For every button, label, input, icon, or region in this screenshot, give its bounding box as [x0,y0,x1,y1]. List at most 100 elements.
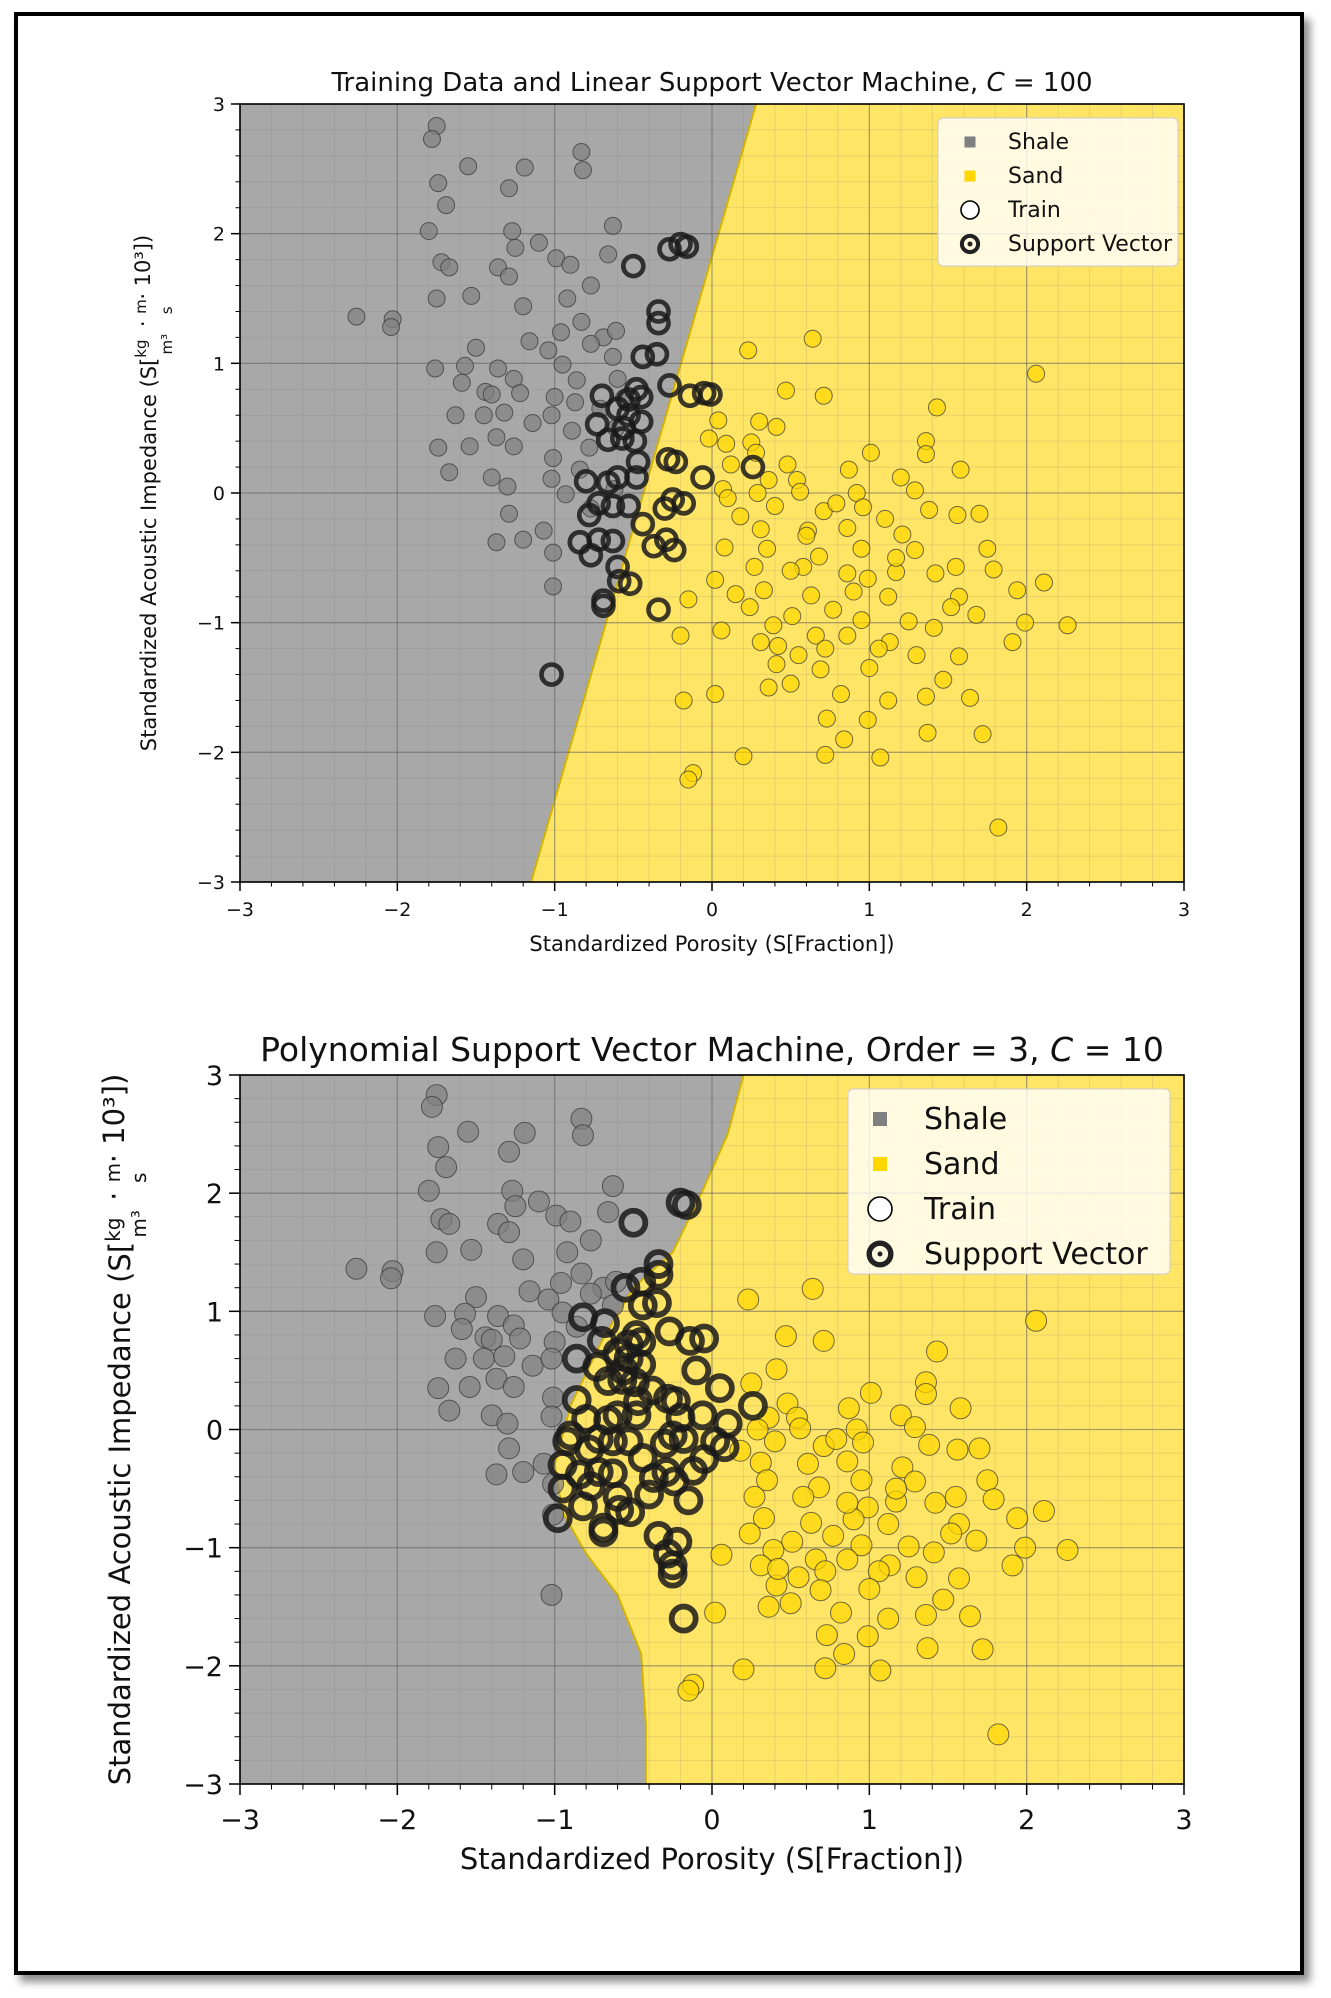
sand-point [814,1560,837,1583]
shale-point [571,1124,594,1147]
shale-point [496,1412,519,1435]
sand-point [871,748,890,767]
x-tick-label: −1 [541,899,569,921]
sand-point [756,1469,779,1492]
support-vector-point [625,449,651,475]
support-vector-point [637,1375,668,1406]
shale-point [424,1305,447,1328]
y-axis-label-part: · 10³]) [131,235,155,307]
support-vector-point [568,1491,598,1522]
support-vector-point [649,1428,680,1459]
sand-point [859,1381,882,1404]
y-axis-label-part: kg [101,1218,125,1242]
x-tick-label: 3 [1178,899,1190,921]
sand-point [764,616,783,635]
sand-point [879,691,898,710]
legend-label: Sand [924,1147,999,1182]
figure-frame: −3 −2 −1 0 1 2 3 −3 −2 −1 0 1 2 3 Training Data and Li… [14,12,1304,1975]
shale-point [561,255,580,274]
support-vector-point [646,597,671,623]
sand-point [738,1522,761,1545]
sand-point [942,598,961,617]
support-vector-point [630,344,656,370]
shale-point [579,1229,602,1252]
sand-point [1003,633,1022,652]
shale-point [429,174,448,193]
sand-point [940,1522,963,1545]
legend-sand-marker [964,170,976,182]
sand-point [816,745,835,764]
legend: Shale Sand Train Support Vector [937,117,1179,267]
sand-point [715,538,734,557]
legend-support-vector-marker [866,1240,894,1268]
sand-point [858,710,877,729]
sand-point [717,434,736,453]
sand-point [858,1578,881,1601]
shale-point [500,504,519,523]
shale-point [580,438,599,457]
legend-label: Support Vector [924,1237,1148,1272]
support-vector-point [576,502,602,528]
sand-point [1008,581,1027,600]
sand-point [835,730,854,749]
support-vector-point [674,234,700,259]
shale-point [520,332,539,351]
sand-point [825,1427,848,1450]
x-axis-label: Standardized Porosity (S[Fraction]) [460,1842,964,1876]
sand-point [743,1485,766,1508]
y-axis-label-part: Standardized Acoustic Impedance (S[ [137,358,161,752]
legend: Shale Sand Train Support Vector [847,1088,1171,1275]
support-vector-point [738,1390,768,1421]
sand-point [732,1658,755,1681]
sand-point [758,539,777,558]
sand-point [827,494,846,513]
sand-point [787,1566,810,1589]
support-vector-point [690,465,715,490]
support-vector-point [657,1558,688,1589]
sand-point [1014,1536,1037,1559]
sand-point [752,1507,775,1530]
sand-point [800,1511,823,1534]
sand-point [759,471,778,490]
sand-point [987,1723,1010,1746]
shale-point [472,1347,495,1370]
support-vector-point [616,493,641,519]
sand-point [748,484,767,502]
sand-point [801,1277,824,1300]
sand-point [844,582,863,601]
support-vector-point [642,1288,672,1318]
shale-point [549,1271,572,1294]
shale-point [437,196,456,215]
support-vector-point [539,662,564,687]
sand-point [949,1397,972,1420]
shale-point [537,1288,560,1311]
x-tick-label: 0 [706,899,718,921]
chart-title-part: = 10 [1073,1030,1164,1069]
sand-point [934,670,953,689]
shale-point [487,428,506,447]
legend-label: Sand [1008,164,1063,189]
shale-point [597,1201,620,1224]
sand-point [976,1469,999,1492]
support-vector-point [542,1503,573,1534]
sand-point [948,1567,971,1590]
sand-point [699,429,718,448]
shale-point [521,1354,544,1377]
x-tick-label: 0 [703,1805,720,1836]
shale-point [572,142,591,161]
sand-point [789,1417,812,1440]
shale-point [562,421,581,440]
shale-point [601,1175,624,1198]
shale-point [603,216,622,235]
support-vector-point [663,449,689,475]
support-vector-point [626,1349,657,1380]
support-vector-point [591,593,616,619]
sand-point [833,1643,856,1666]
sand-point [916,687,935,706]
y-tick-label: 2 [206,1179,223,1210]
legend-label: Support Vector [1008,232,1173,257]
sand-point [712,621,731,640]
sand-point [970,504,989,523]
shale-point [495,403,514,422]
support-vector-point [660,1386,691,1417]
